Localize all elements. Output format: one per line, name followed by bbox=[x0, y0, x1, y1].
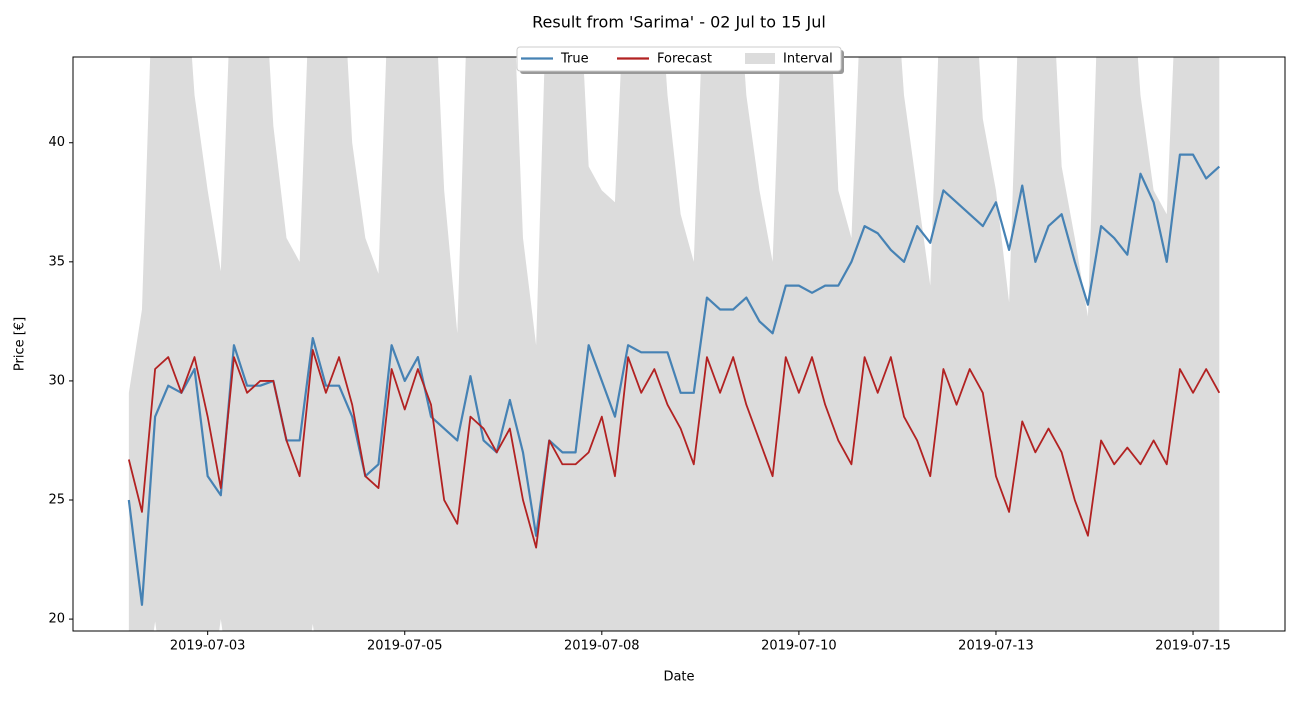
chart-title: Result from 'Sarima' - 02 Jul to 15 Jul bbox=[532, 13, 826, 32]
x-tick-label: 2019-07-15 bbox=[1155, 639, 1231, 654]
series-line bbox=[127, 349, 1221, 549]
x-tick-label: 2019-07-13 bbox=[958, 639, 1034, 654]
y-tick-label: 20 bbox=[48, 612, 65, 627]
legend-label: True bbox=[560, 52, 589, 67]
series-line bbox=[127, 153, 1221, 606]
y-tick-label: 40 bbox=[48, 135, 65, 150]
legend-label: Forecast bbox=[657, 52, 712, 67]
plot-area bbox=[127, 57, 1221, 631]
interval-band bbox=[128, 57, 1220, 631]
legend-label: Interval bbox=[783, 52, 833, 67]
y-tick-label: 25 bbox=[48, 493, 65, 508]
legend: True Forecast Interval bbox=[516, 46, 844, 74]
x-tick-label: 2019-07-08 bbox=[564, 639, 640, 654]
x-tick-label: 2019-07-03 bbox=[170, 639, 246, 654]
x-tick-label: 2019-07-05 bbox=[367, 639, 443, 654]
x-tick-label: 2019-07-10 bbox=[761, 639, 837, 654]
y-tick-label: 30 bbox=[48, 373, 65, 388]
x-axis-label: Date bbox=[663, 670, 694, 685]
y-tick-label: 35 bbox=[48, 254, 65, 269]
legend-swatch bbox=[745, 53, 775, 64]
y-axis-label: Price [€] bbox=[13, 317, 28, 371]
